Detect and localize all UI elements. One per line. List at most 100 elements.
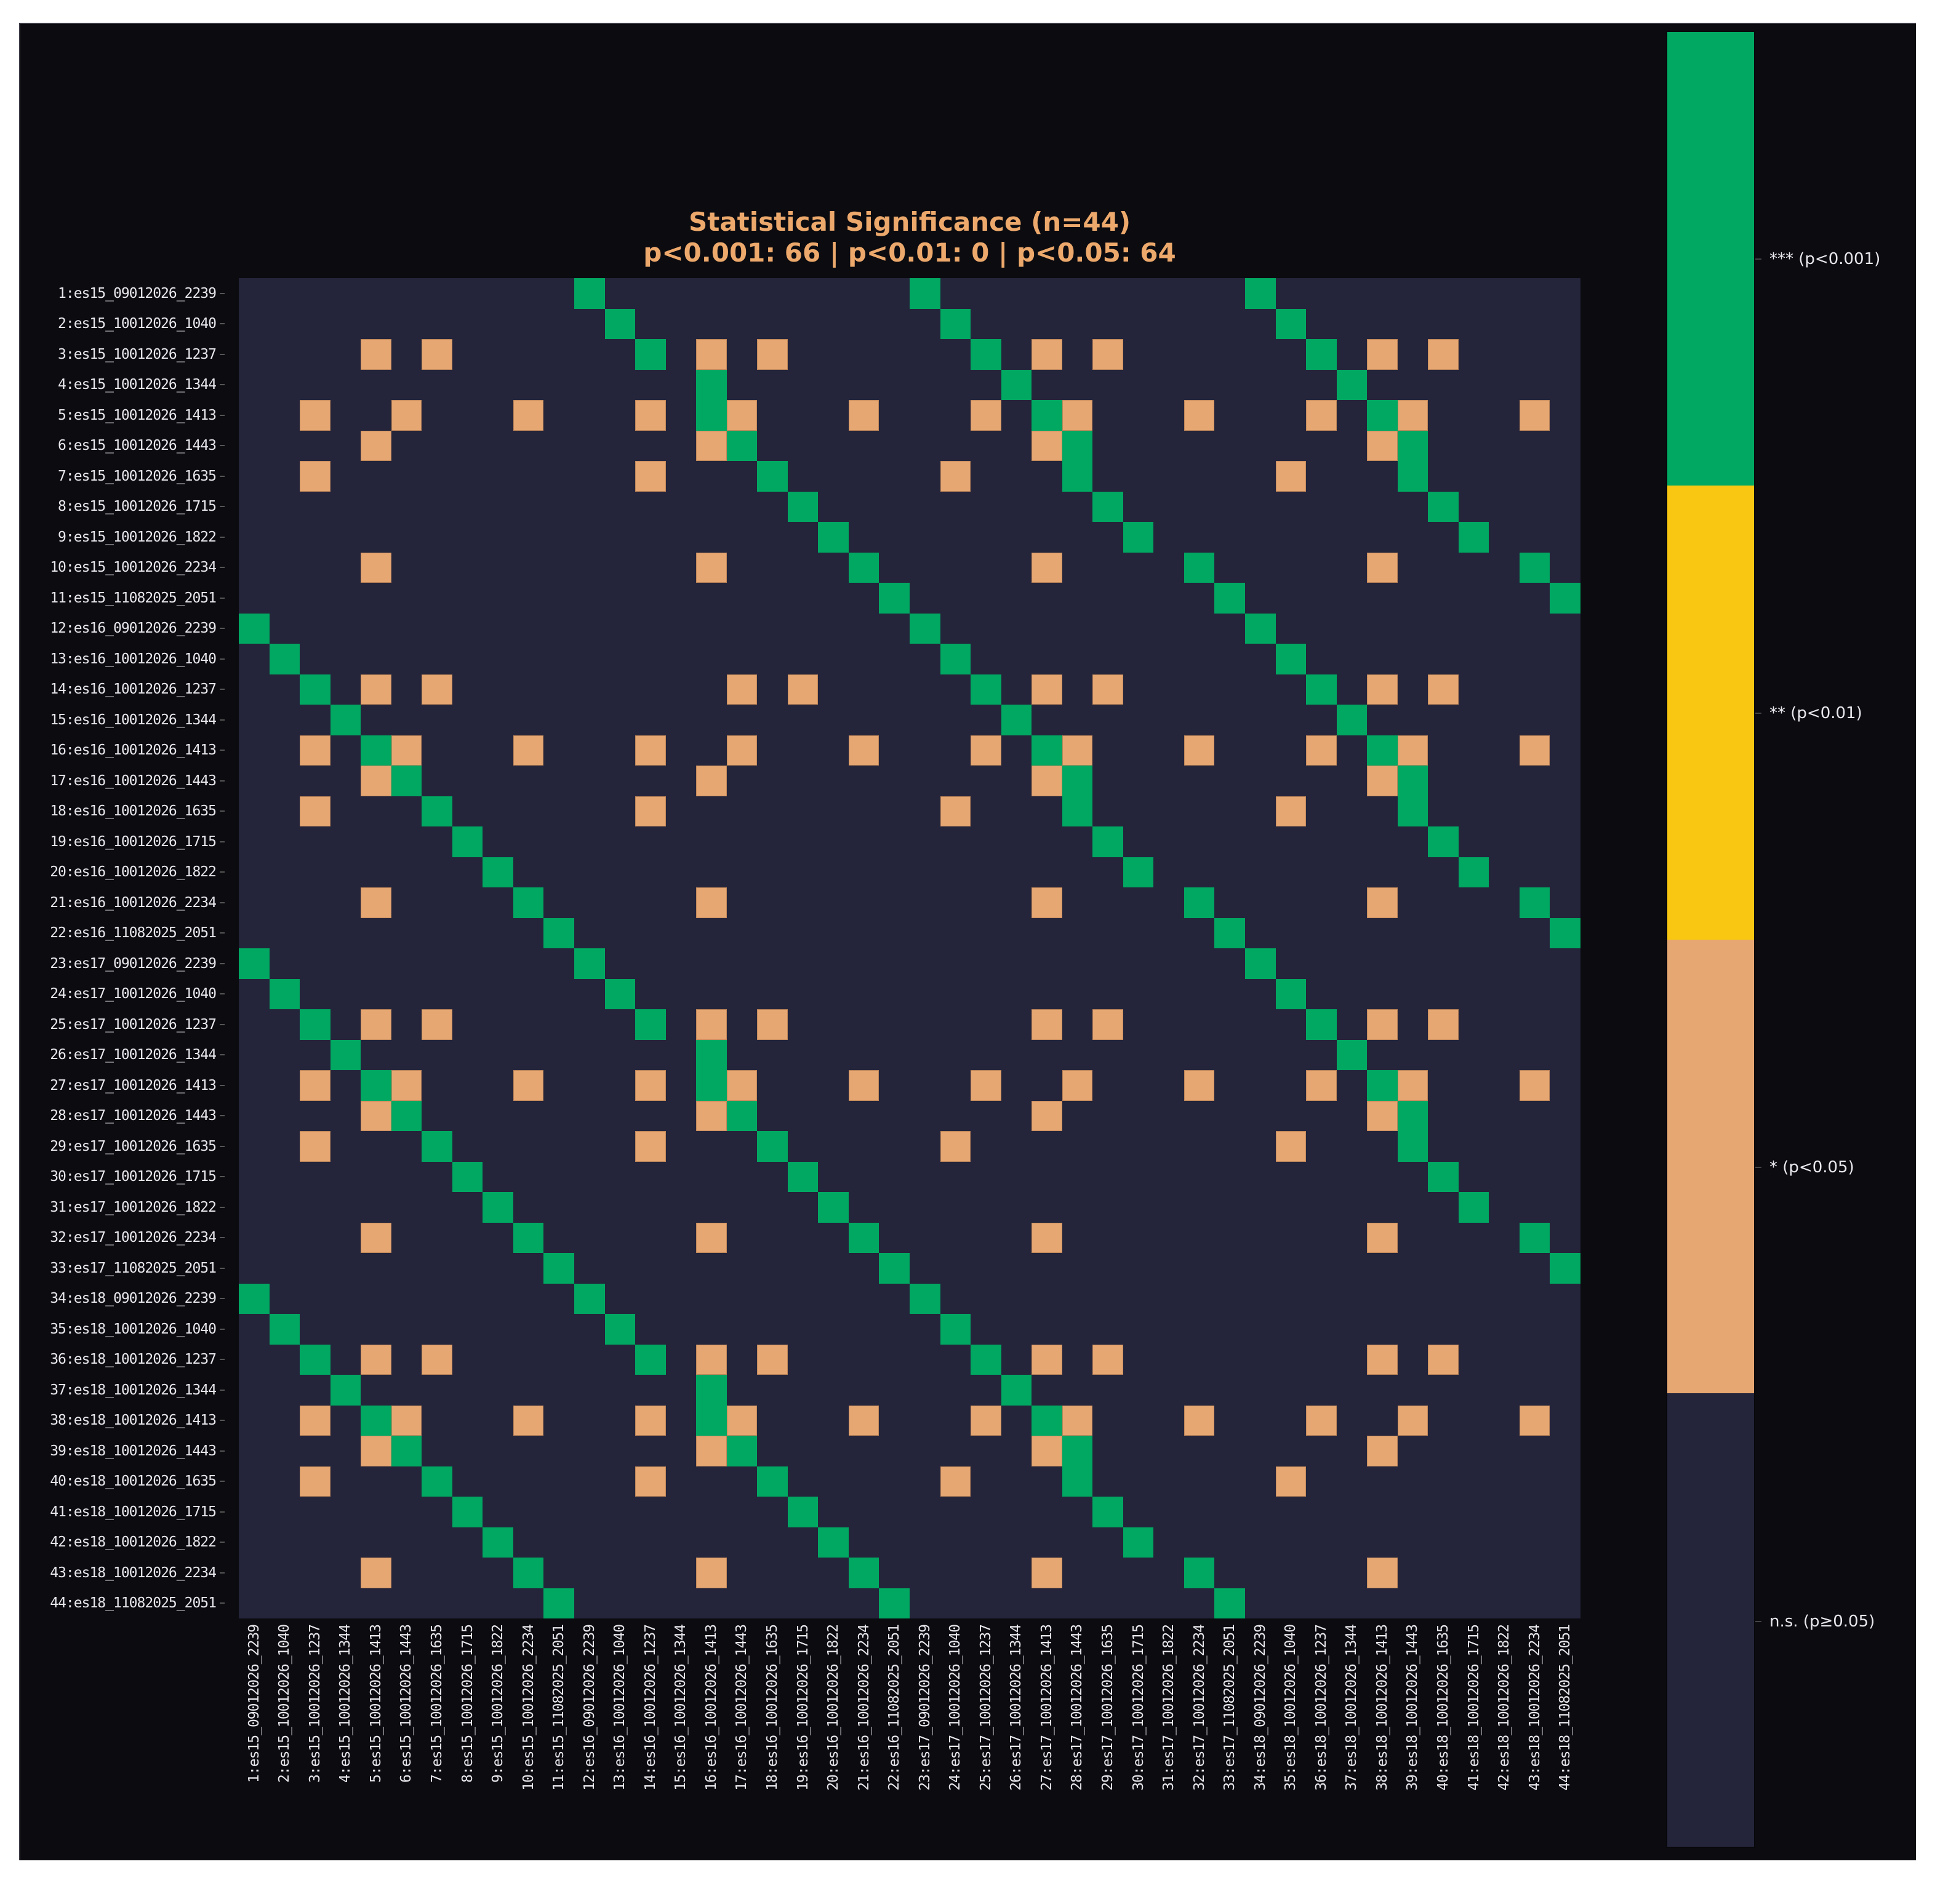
heatmap-cell <box>1489 766 1520 796</box>
heatmap-cell <box>391 1375 422 1406</box>
heatmap-cell <box>300 1131 331 1162</box>
x-tick: 21:es16_10012026_2234 <box>849 1625 879 1834</box>
heatmap-cell <box>726 1222 758 1253</box>
heatmap-cell <box>1062 887 1093 918</box>
heatmap-cell <box>513 1314 544 1345</box>
x-tick-label: 21:es16_10012026_2234 <box>855 1625 872 1791</box>
heatmap-cell <box>787 1466 819 1497</box>
heatmap-cell <box>1489 400 1520 431</box>
heatmap-cell <box>452 1070 483 1101</box>
x-tick: 4:es15_10012026_1344 <box>331 1625 361 1834</box>
heatmap-cell <box>1123 308 1154 339</box>
heatmap-cell <box>726 1558 758 1588</box>
heatmap-cell <box>1336 278 1368 309</box>
heatmap-cell <box>1245 1436 1276 1466</box>
heatmap-cell <box>1245 1375 1276 1406</box>
heatmap-cell <box>1397 339 1428 370</box>
heatmap-cell <box>452 278 483 309</box>
heatmap-cell <box>452 857 483 887</box>
heatmap-cell <box>1367 552 1398 583</box>
heatmap-cell <box>391 1253 422 1284</box>
heatmap-cell <box>848 857 879 887</box>
heatmap-cell <box>1397 1283 1428 1314</box>
heatmap-cell <box>452 1283 483 1314</box>
heatmap-cell <box>604 1009 636 1040</box>
heatmap-cell <box>787 400 819 431</box>
heatmap-cell <box>1032 918 1062 948</box>
heatmap-cell <box>1275 1222 1307 1253</box>
heatmap-cell <box>696 583 727 614</box>
heatmap-cell <box>574 857 605 887</box>
heatmap-cell <box>1153 1100 1184 1131</box>
heatmap-cell <box>330 430 361 461</box>
heatmap-cell <box>1245 430 1276 461</box>
heatmap-cell <box>635 430 666 461</box>
heatmap-cell <box>1367 1314 1398 1345</box>
heatmap-cell <box>1184 1497 1215 1527</box>
heatmap-cell <box>452 1131 483 1162</box>
heatmap-cell <box>269 887 300 918</box>
heatmap-cell <box>1032 1253 1062 1284</box>
heatmap-cell <box>726 918 758 948</box>
heatmap-cell <box>543 400 574 431</box>
heatmap-cell <box>1428 1375 1459 1406</box>
heatmap-cell <box>1275 1131 1307 1162</box>
heatmap-cell <box>726 674 758 705</box>
heatmap-cell <box>1489 1466 1520 1497</box>
heatmap-cell <box>300 369 331 400</box>
heatmap-cell <box>1519 705 1550 735</box>
heatmap-cell <box>910 766 940 796</box>
heatmap-cell <box>239 1009 270 1040</box>
heatmap-cell <box>1428 613 1459 644</box>
heatmap-cell <box>483 1100 513 1131</box>
heatmap-cell <box>330 826 361 857</box>
heatmap-cell <box>1275 1009 1307 1040</box>
heatmap-cell <box>1001 308 1032 339</box>
heatmap-cell <box>1092 887 1123 918</box>
heatmap-cell <box>1032 1070 1062 1101</box>
heatmap-cell <box>1336 674 1368 705</box>
heatmap-cell <box>1123 1436 1154 1466</box>
heatmap-cell <box>1245 1161 1276 1192</box>
heatmap-cell <box>757 766 788 796</box>
heatmap-cell <box>483 1039 513 1070</box>
y-tick-label: 21:es16_10012026_2234 <box>19 887 228 918</box>
heatmap-cell <box>1184 735 1215 766</box>
heatmap-cell <box>1367 857 1398 887</box>
heatmap-cell <box>239 1222 270 1253</box>
heatmap-cell <box>665 735 697 766</box>
heatmap-cell <box>452 766 483 796</box>
heatmap-cell <box>422 461 452 492</box>
heatmap-cell <box>696 1588 727 1618</box>
heatmap-cell <box>848 1039 879 1070</box>
heatmap-cell <box>1519 552 1550 583</box>
heatmap-cell <box>757 1314 788 1345</box>
heatmap-cell <box>940 1253 971 1284</box>
heatmap-cell <box>1428 705 1459 735</box>
heatmap-cell <box>1489 644 1520 674</box>
heatmap-cell <box>665 766 697 796</box>
heatmap-cell <box>543 1131 574 1162</box>
heatmap-cell <box>1275 857 1307 887</box>
heatmap-cell <box>604 278 636 309</box>
y-tick-label: 33:es17_11082025_2051 <box>19 1253 228 1284</box>
heatmap-cell <box>361 1192 391 1223</box>
heatmap-cell <box>391 857 422 887</box>
x-tick: 3:es15_10012026_1237 <box>300 1625 331 1834</box>
heatmap-cell <box>452 491 483 522</box>
heatmap-cell <box>1245 1466 1276 1497</box>
heatmap-cell <box>1275 1405 1307 1436</box>
heatmap-cell <box>543 1527 574 1558</box>
heatmap-cell <box>940 613 971 644</box>
heatmap-cell <box>1123 796 1154 826</box>
heatmap-cell <box>910 339 940 370</box>
heatmap-cell <box>1184 1344 1215 1375</box>
heatmap-cell <box>1032 461 1062 492</box>
heatmap-cell <box>1092 1283 1123 1314</box>
heatmap-cell <box>1092 1436 1123 1466</box>
heatmap-cell <box>1032 400 1062 431</box>
heatmap-cell <box>1550 1344 1580 1375</box>
heatmap-cell <box>1336 1314 1368 1345</box>
x-tick-label: 11:es15_11082025_2051 <box>551 1625 567 1791</box>
heatmap-cell <box>1550 948 1580 979</box>
